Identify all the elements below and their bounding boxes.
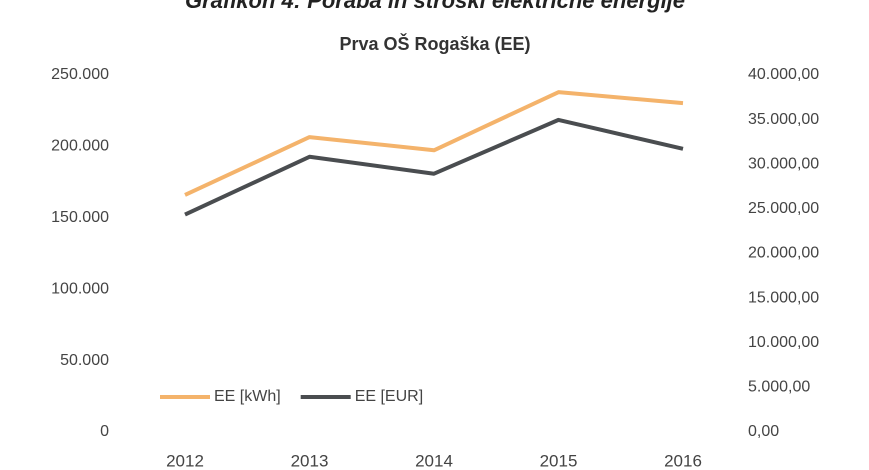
y2-tick-label: 10.000,00 [748, 334, 819, 351]
line-series [184, 117, 684, 217]
y-tick-label: 200.000 [51, 138, 109, 155]
y-tick-label: 100.000 [51, 280, 109, 297]
y2-tick-label: 25.000,00 [748, 200, 819, 217]
x-tick-label: 2016 [664, 451, 702, 470]
y-tick-label: 150.000 [51, 209, 109, 226]
chart-title: Prva OŠ Rogaška (EE) [339, 33, 530, 54]
line-series [184, 90, 684, 197]
x-tick-label: 2014 [415, 451, 453, 470]
y2-tick-label: 5.000,00 [748, 379, 810, 396]
y-tick-label: 0 [100, 423, 109, 440]
y2-tick-label: 35.000,00 [748, 111, 819, 128]
x-tick-label: 2015 [540, 451, 578, 470]
legend-label: EE [kWh] [214, 388, 281, 405]
x-tick-label: 2013 [291, 451, 329, 470]
page-heading: Grafikon 4: Poraba in stroški električne… [185, 0, 685, 13]
y2-tick-label: 20.000,00 [748, 245, 819, 262]
legend-label: EE [EUR] [355, 388, 423, 405]
y2-tick-label: 0,00 [748, 423, 779, 440]
y-tick-label: 50.000 [60, 352, 109, 369]
x-tick-label: 2012 [166, 451, 204, 470]
y-tick-label: 250.000 [51, 66, 109, 83]
y2-tick-label: 30.000,00 [748, 155, 819, 172]
y2-tick-label: 40.000,00 [748, 66, 819, 83]
y2-tick-label: 15.000,00 [748, 289, 819, 306]
